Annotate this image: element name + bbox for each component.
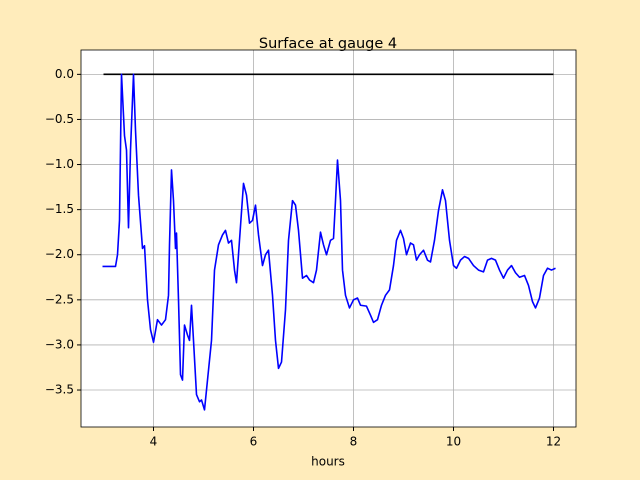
y-tick-label: −2.0 <box>45 247 74 261</box>
y-tick-label: −3.0 <box>45 337 74 351</box>
y-tick-label: −0.5 <box>45 112 74 126</box>
plot-area <box>81 50 576 427</box>
y-tick-label: −1.5 <box>45 202 74 216</box>
x-tick-label: 4 <box>150 435 158 449</box>
x-tick-label: 12 <box>546 435 561 449</box>
x-axis-label: hours <box>311 455 345 469</box>
x-tick-label: 6 <box>250 435 258 449</box>
y-tick-label: −1.0 <box>45 157 74 171</box>
plot-layer <box>81 50 576 427</box>
x-tick-label: 8 <box>350 435 358 449</box>
chart-title: Surface at gauge 4 <box>259 36 397 52</box>
y-tick-label: 0.0 <box>55 67 74 81</box>
plot-frame <box>80 49 577 428</box>
y-tick-label: −2.5 <box>45 292 74 306</box>
data-line <box>102 73 556 411</box>
y-tick-label: −3.5 <box>45 383 74 397</box>
x-tick-label: 10 <box>446 435 461 449</box>
